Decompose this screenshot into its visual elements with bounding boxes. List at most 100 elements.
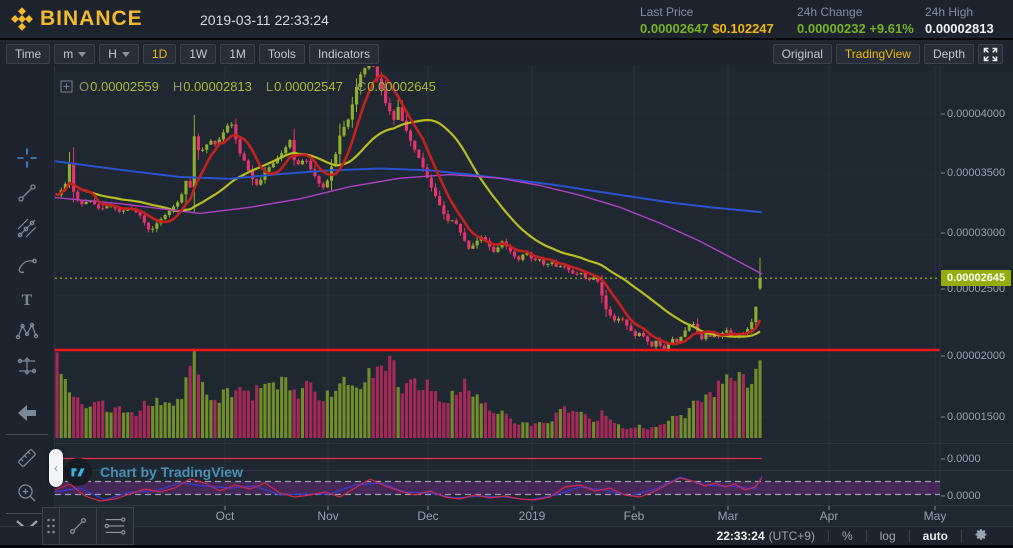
measure-tool[interactable]: [13, 445, 41, 471]
ohlc-readout: O0.00002559 H0.00002813 L0.00002547 C0.0…: [60, 79, 444, 94]
price-tick-label: 0.00004000: [947, 108, 1006, 120]
time-tick-label: Mar: [717, 509, 739, 523]
expand-icon: [983, 47, 998, 61]
brand-name: BINANCE: [40, 7, 143, 30]
time-tick-label: May: [923, 509, 947, 523]
stat-24h-high: 24h High 0.00002813: [925, 4, 994, 37]
drag-handle[interactable]: [43, 508, 59, 544]
chart-toolbar: Time m H 1D 1W 1M Tools Indicators Origi…: [0, 42, 1013, 66]
sidebar-divider: [6, 434, 48, 435]
xabcd-pattern-icon: [15, 322, 39, 340]
chevron-down-icon: [121, 51, 130, 57]
original-view-button[interactable]: Original: [772, 44, 832, 64]
price-tick-label: 0.0000: [947, 453, 981, 465]
ohlc-high: 0.00002813: [183, 79, 252, 94]
window-edge: [0, 545, 1013, 548]
zoom-in-icon: [18, 484, 36, 502]
divider: [827, 530, 829, 542]
gear-icon: [975, 529, 987, 540]
drawing-toolbar: T: [0, 66, 55, 548]
time-tick-label: Oct: [215, 509, 235, 523]
price-tick-label: 0.00003500: [947, 167, 1006, 179]
change-value: 0.00000232: [797, 21, 866, 36]
tools-button[interactable]: Tools: [258, 44, 305, 64]
fullscreen-button[interactable]: [978, 44, 1003, 64]
tradingview-view-button[interactable]: TradingView: [835, 44, 920, 64]
arrow-tool[interactable]: [13, 400, 41, 426]
crosshair-tool[interactable]: [13, 145, 41, 171]
header-datetime: 2019-03-11 22:33:24: [200, 12, 329, 28]
chevron-left-icon: ‹: [54, 461, 58, 475]
last-price-badge: 0.00002645: [941, 270, 1011, 287]
time-tick-label: Feb: [623, 509, 645, 523]
trend-line-icon: [70, 518, 86, 534]
interval-1m-button[interactable]: 1M: [220, 44, 255, 64]
interval-1d-button[interactable]: 1D: [142, 44, 177, 64]
price-tick-label: 0.0000: [947, 490, 981, 502]
watermark-text: Chart by TradingView: [100, 464, 243, 480]
tradingview-watermark[interactable]: Chart by TradingView: [64, 458, 243, 486]
forecast-icon: [17, 357, 37, 375]
svg-text:T: T: [22, 292, 33, 309]
panel-collapse-handle[interactable]: ‹: [49, 449, 63, 487]
binance-logo[interactable]: BINANCE: [10, 7, 143, 31]
stat-24h-change: 24h Change 0.00000232 +9.61%: [797, 4, 914, 37]
ohlc-low: 0.00002547: [274, 79, 343, 94]
price-tick-label: 0.00003000: [947, 227, 1006, 239]
fib-tools-tool[interactable]: [13, 215, 41, 241]
hours-dropdown[interactable]: H: [99, 44, 139, 64]
price-axis[interactable]: 0.00002645 0.00004000 0.00003500 0.0000300…: [941, 66, 1013, 506]
auto-scale-button[interactable]: auto: [922, 529, 948, 543]
time-tick-label: Dec: [417, 509, 439, 523]
divider: [908, 530, 910, 542]
last-price-usd: $0.102247: [712, 21, 774, 36]
pattern-tool[interactable]: [13, 318, 41, 344]
log-scale-button[interactable]: log: [879, 529, 896, 543]
minutes-dropdown[interactable]: m: [54, 44, 96, 64]
time-button[interactable]: Time: [6, 44, 51, 64]
forecast-tool[interactable]: [13, 353, 41, 379]
horizontal-lines-quick-button[interactable]: [96, 508, 133, 544]
binance-diamond-icon: [11, 7, 33, 31]
interval-1w-button[interactable]: 1W: [180, 44, 217, 64]
time-axis[interactable]: Oct Nov Dec 2019 Feb Mar Apr May: [0, 506, 1013, 526]
ohlc-close: 0.00002645: [367, 79, 436, 94]
tradingview-logo-icon: [64, 458, 92, 486]
time-tick-label: 2019: [518, 509, 546, 523]
divider: [961, 530, 962, 542]
ruler-icon: [18, 449, 36, 467]
price-tick-label: 0.00001500: [947, 411, 1006, 423]
brush-icon: [18, 258, 37, 274]
sidebar-divider: [6, 513, 48, 514]
expand-box-icon[interactable]: [60, 80, 73, 93]
stat-label: Last Price: [640, 5, 694, 19]
change-percent: +9.61%: [869, 21, 914, 36]
clock-readout: 22:33:24 (UTC+9): [716, 529, 815, 543]
percent-scale-button[interactable]: %: [841, 529, 853, 543]
stat-last-price: Last Price 0.00002647 $0.102247: [640, 4, 774, 37]
status-bar: 22:33:24 (UTC+9) % log auto: [0, 526, 1013, 545]
high-value: 0.00002813: [925, 21, 994, 36]
brush-tool[interactable]: [13, 252, 41, 278]
stat-label: 24h Change: [797, 5, 863, 19]
zoom-in-tool[interactable]: [13, 480, 41, 506]
trendline-quick-button[interactable]: [59, 508, 96, 544]
time-tick-label: Apr: [819, 509, 839, 523]
trendline-tool[interactable]: [13, 180, 41, 206]
chart-settings-button[interactable]: [962, 528, 1001, 544]
divider: [865, 530, 867, 542]
trend-line-icon: [18, 184, 36, 202]
depth-view-button[interactable]: Depth: [923, 44, 974, 64]
stat-label: 24h High: [925, 5, 974, 19]
ohlc-open: 0.00002559: [90, 79, 159, 94]
horizontal-rays-icon: [104, 517, 126, 535]
header-bar: BINANCE 2019-03-11 22:33:24 Last Price 0…: [0, 0, 1013, 40]
drag-dots-icon: [47, 518, 55, 534]
fib-lines-icon: [17, 218, 37, 238]
price-tick-label: 0.00002000: [947, 350, 1006, 362]
floating-drawing-toolbar: [42, 507, 134, 545]
text-tool[interactable]: T: [13, 287, 41, 313]
indicators-button[interactable]: Indicators: [308, 44, 379, 64]
